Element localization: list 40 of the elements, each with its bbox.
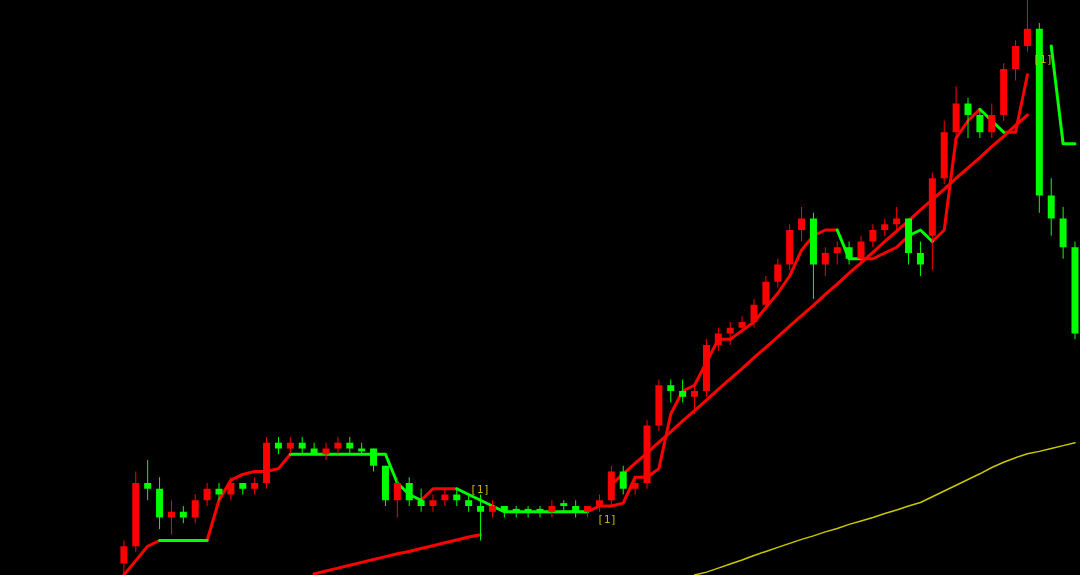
- candlestick: [976, 108, 984, 139]
- candlestick: [619, 465, 627, 495]
- candlestick: [1012, 39, 1020, 81]
- candlestick: [1047, 177, 1055, 237]
- candlestick: [334, 436, 342, 455]
- candlestick: [726, 321, 734, 346]
- candlestick: [714, 327, 722, 352]
- candlestick: [631, 476, 639, 495]
- candlestick: [857, 235, 865, 265]
- candlestick: [691, 384, 699, 415]
- candlestick: [821, 246, 829, 277]
- candlestick: [215, 482, 223, 501]
- candlestick: [964, 97, 972, 139]
- candlestick: [227, 476, 235, 501]
- candlestick: [988, 103, 996, 139]
- annotation: [1]: [597, 513, 617, 526]
- candlestick: [167, 499, 175, 536]
- candlestick: [750, 298, 758, 329]
- candlestick: [869, 223, 877, 248]
- candlestick: [774, 258, 782, 288]
- candlestick: [667, 379, 675, 403]
- candlestick: [417, 488, 425, 513]
- candlestick: [536, 505, 544, 518]
- candlestick: [144, 459, 152, 501]
- candlestick: [762, 275, 770, 311]
- candlestick: [203, 482, 211, 507]
- candlestick: [798, 206, 806, 242]
- candlestick: [548, 499, 556, 518]
- candlestick: [429, 494, 437, 513]
- candlestick: [1023, 0, 1031, 53]
- candlestick: [916, 241, 924, 277]
- candlestick: [405, 476, 413, 507]
- candlestick: [845, 241, 853, 265]
- candlestick: [191, 494, 199, 524]
- candlestick: [738, 315, 746, 334]
- candlestick: [833, 241, 841, 265]
- annotation: [1]: [470, 483, 490, 496]
- candlestick: [679, 379, 687, 403]
- candlestick: [393, 476, 401, 518]
- candlestick: [524, 505, 532, 518]
